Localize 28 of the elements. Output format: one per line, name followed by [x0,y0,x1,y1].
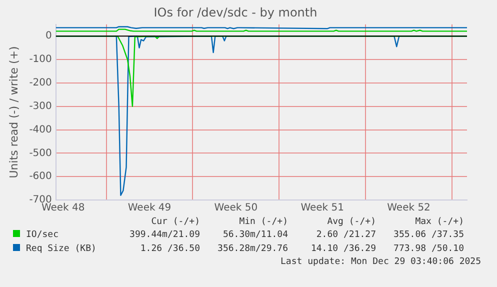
text: Last update: Mon Dec 29 03:40:06 2025 [280,256,482,268]
chart-title: IOs for /dev/sdc - by month [154,5,318,20]
text: 773.98 /50.10 [392,243,464,256]
text: 356.28m/29.76 [216,243,288,256]
text: Max (-/+) [414,216,464,228]
y-tick-label: -600 [29,171,52,182]
text: Min (-/+) [238,216,288,228]
y-tick-label: -400 [29,124,52,136]
x-tick-label: Week 49 [128,202,172,214]
y-axis-title: Units read (-) / write (+) [7,46,20,178]
y-tick-label: -200 [29,78,52,89]
text: Cur (-/+) [150,216,200,228]
text: 399.44m/21.09 [128,229,200,242]
y-tick-label: -100 [29,54,52,66]
text: 355.06 /37.35 [392,229,464,242]
x-tick-label: Week 51 [300,202,344,214]
x-tick-label: Week 52 [387,202,430,214]
text: Avg (-/+) [326,216,376,228]
y-tick-label: -500 [29,148,52,159]
text: 14.10 /36.29 [310,243,376,256]
legend-label: Req Size (KB) [25,243,98,256]
x-tick-label: Week 50 [214,202,258,214]
y-tick-label: -300 [29,100,52,112]
y-tick-label: 0 [46,30,52,42]
legend-label: IO/sec [25,229,60,242]
text: 56.30m/11.04 [222,229,288,242]
text: 1.26 /36.50 [139,243,200,256]
text: 2.60 /21.27 [315,229,376,242]
